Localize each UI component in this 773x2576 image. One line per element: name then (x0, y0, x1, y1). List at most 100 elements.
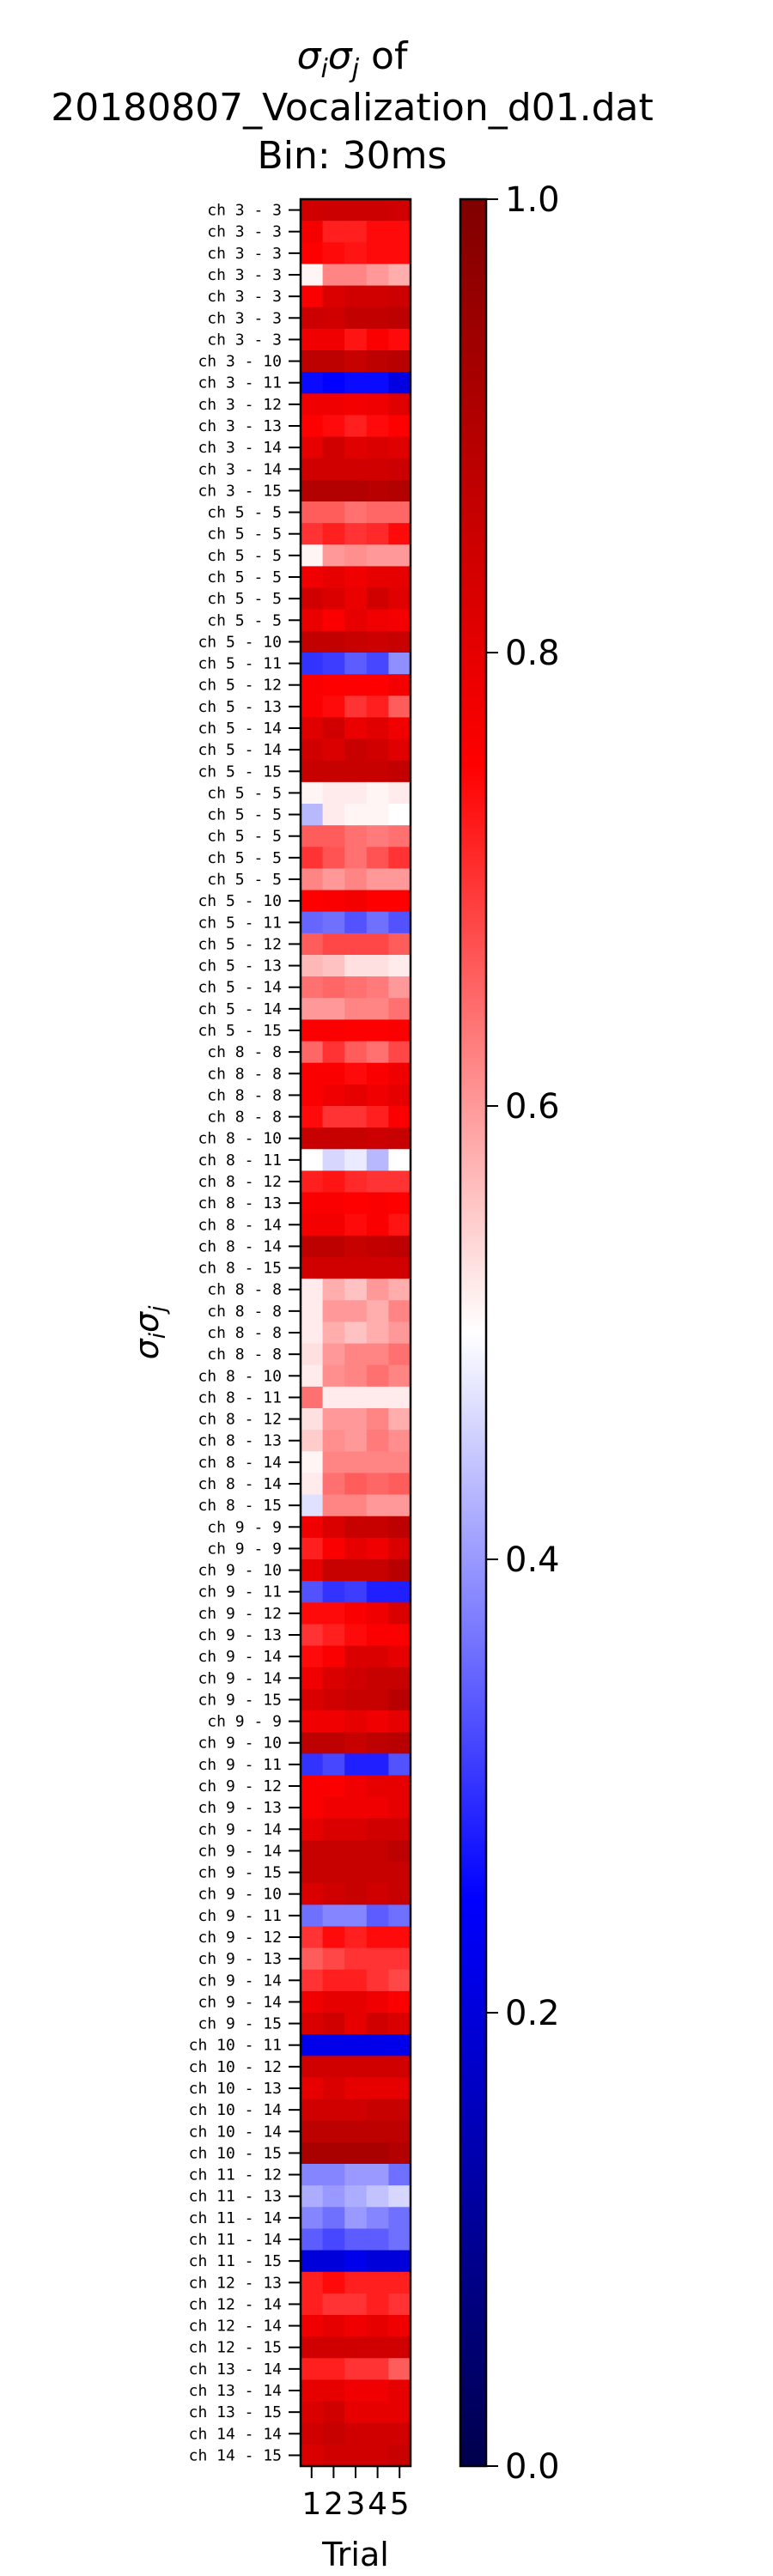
heatmap-cell (301, 1775, 324, 1798)
heatmap-cell (366, 1839, 389, 1862)
heatmap-cell (301, 2034, 324, 2057)
heatmap-cell (344, 1019, 368, 1042)
row-label: ch 3 - 3 (207, 331, 282, 349)
heatmap-cell (366, 1862, 389, 1884)
heatmap-cell (366, 1990, 389, 2014)
heatmap-cell (388, 2250, 411, 2273)
heatmap-cell (388, 717, 411, 740)
heatmap-cell (388, 1257, 411, 1279)
row-label: ch 9 - 14 (198, 1648, 282, 1666)
heatmap-cell (301, 1559, 324, 1582)
heatmap-cell (366, 1883, 389, 1905)
row-label: ch 3 - 3 (207, 309, 282, 327)
row-label: ch 9 - 11 (198, 1756, 282, 1774)
heatmap-cell (301, 1624, 324, 1647)
heatmap-cell (388, 1494, 411, 1517)
heatmap-cell (322, 2250, 345, 2273)
heatmap-cell (344, 2120, 368, 2143)
heatmap-cell (301, 868, 324, 891)
row-label: ch 9 - 10 (198, 1886, 282, 1904)
heatmap-cell (388, 1969, 411, 1992)
heatmap-cell (344, 1343, 368, 1366)
heatmap-cell (301, 2120, 324, 2143)
heatmap-cell (322, 307, 345, 330)
heatmap-cell (301, 717, 324, 740)
row-label: ch 9 - 15 (198, 1691, 282, 1709)
heatmap-cell (366, 242, 389, 265)
heatmap-cell (301, 2013, 324, 2035)
heatmap-cell (344, 1321, 368, 1345)
heatmap-cell (366, 1516, 389, 1539)
row-label: ch 8 - 15 (198, 1497, 282, 1515)
row-label: ch 3 - 3 (207, 202, 282, 220)
heatmap-cell (366, 1300, 389, 1323)
row-label: ch 9 - 13 (198, 1799, 282, 1817)
heatmap-cell (322, 1364, 345, 1388)
heatmap-cell (322, 1149, 345, 1172)
row-label: ch 5 - 13 (198, 957, 282, 975)
row-label: ch 5 - 5 (207, 568, 282, 586)
heatmap-cell (366, 479, 389, 502)
heatmap-cell (388, 2185, 411, 2208)
heatmap-cell (322, 199, 345, 222)
row-label: ch 8 - 8 (207, 1065, 282, 1083)
heatmap-cell (301, 825, 324, 848)
row-label: ch 9 - 12 (198, 1605, 282, 1623)
row-label: ch 8 - 8 (207, 1281, 282, 1299)
heatmap-cell (366, 1041, 389, 1064)
row-label: ch 14 - 14 (189, 2425, 282, 2443)
heatmap-cell (366, 2250, 389, 2273)
heatmap-cell (344, 2358, 368, 2381)
heatmap-cell (388, 1235, 411, 1258)
heatmap-cell (344, 1818, 368, 1841)
heatmap-cell (344, 1796, 368, 1820)
heatmap-cell (388, 1796, 411, 1820)
heatmap-cell (344, 609, 368, 632)
row-label: ch 8 - 14 (198, 1454, 282, 1472)
row-label: ch 13 - 15 (189, 2403, 282, 2421)
heatmap-cell (344, 1775, 368, 1798)
heatmap-cell (322, 738, 345, 762)
heatmap-cell (301, 328, 324, 351)
row-label: ch 11 - 14 (189, 2209, 282, 2227)
row-label: ch 10 - 12 (189, 2058, 282, 2076)
heatmap-cell (366, 2401, 389, 2424)
row-label: ch 5 - 5 (207, 590, 282, 608)
heatmap-cell (388, 1537, 411, 1560)
heatmap-cell (344, 2013, 368, 2035)
heatmap-cell (388, 1343, 411, 1366)
heatmap-cell (344, 1969, 368, 1992)
heatmap-cell (322, 566, 345, 589)
heatmap-cell (388, 2401, 411, 2424)
heatmap-cell (388, 2034, 411, 2057)
heatmap-cell (322, 1947, 345, 1971)
heatmap-cell (366, 1688, 389, 1711)
heatmap-cell (366, 2034, 389, 2057)
heatmap-cell (344, 1862, 368, 1884)
heatmap-cell (301, 976, 324, 999)
heatmap-cell (388, 2142, 411, 2165)
heatmap-cell (388, 2336, 411, 2359)
heatmap-cell (301, 479, 324, 502)
row-label: ch 8 - 8 (207, 1324, 282, 1342)
heatmap-cell (366, 781, 389, 805)
heatmap-cell (388, 2358, 411, 2381)
row-label: ch 13 - 14 (189, 2382, 282, 2400)
heatmap-cell (388, 328, 411, 351)
heatmap-cell (388, 2228, 411, 2251)
row-label: ch 5 - 5 (207, 806, 282, 824)
heatmap-cell (344, 1041, 368, 1064)
heatmap-cell (301, 1062, 324, 1085)
heatmap-cell (322, 955, 345, 977)
row-label: ch 8 - 8 (207, 1043, 282, 1061)
heatmap-cell (344, 2207, 368, 2230)
heatmap-cell (322, 1213, 345, 1236)
heatmap-cell (322, 1235, 345, 1258)
heatmap-cell (301, 1106, 324, 1128)
heatmap-cell (344, 2056, 368, 2079)
heatmap-cell (301, 1710, 324, 1733)
heatmap-cell (388, 1170, 411, 1194)
heatmap-cell (301, 781, 324, 805)
heatmap-cell (301, 2422, 324, 2445)
x-axis-label: Trial (321, 2536, 389, 2573)
